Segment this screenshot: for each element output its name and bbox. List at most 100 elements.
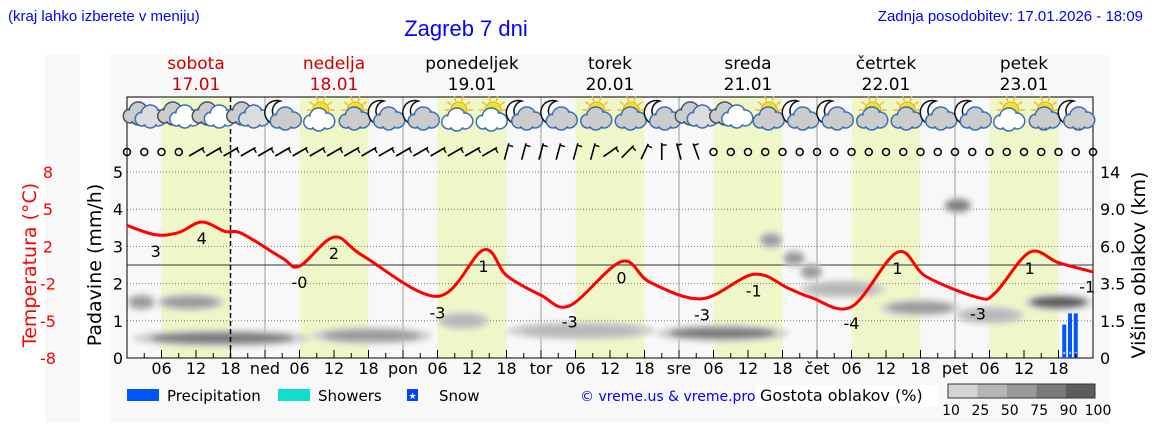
cloud-icon (441, 107, 474, 132)
sun-ray (867, 96, 871, 102)
wind-barb-tick (494, 148, 499, 154)
wind-barb-icon (292, 146, 308, 157)
sun-ray (895, 101, 901, 106)
x-hour-label: 12 (1014, 359, 1034, 378)
density-swatch (1065, 384, 1095, 398)
precipitation-bar (1073, 313, 1078, 358)
moon-cloud-icon (540, 99, 578, 131)
day-name: sobota (167, 54, 225, 74)
wind-calm-icon (933, 147, 942, 157)
sun-ray (357, 96, 361, 102)
sun-ray (633, 96, 637, 102)
snow-star-icon: ★ (408, 392, 416, 402)
temperature-label: -1 (746, 281, 762, 300)
cloud-height-tick: 0 (1100, 349, 1110, 368)
temperature-tick: -2 (40, 275, 56, 294)
density-label: 75 (1030, 403, 1048, 419)
cloud-patch (888, 302, 953, 313)
cloud-height-tick: 3.5 (1100, 275, 1125, 294)
cloud-icon (169, 104, 202, 129)
cloud-fill (144, 115, 156, 127)
cloud-icon (545, 106, 578, 131)
x-hour-label: 18 (358, 359, 378, 378)
moon-cloud-icon (816, 99, 854, 131)
moon-cloud-icon (264, 99, 302, 131)
temperature-label: 1 (478, 257, 488, 276)
wind-barb-icon (602, 146, 618, 158)
location-hint[interactable]: (kraj lahko izberete v meniju) (8, 8, 200, 25)
wind-barb-tick (201, 148, 206, 154)
x-day-label: pet (942, 359, 968, 378)
x-hour-label: 06 (841, 359, 861, 378)
density-label: 50 (1001, 403, 1019, 419)
cloud-fill (866, 117, 878, 129)
wind-calm-icon (830, 147, 839, 157)
moon-cloud-icon (402, 99, 440, 131)
wind-barb-icon (326, 146, 343, 157)
x-hour-label: 18 (1048, 359, 1068, 378)
moon-cloud-icon (781, 99, 820, 131)
sun-ray (879, 101, 885, 106)
sun-ray (500, 101, 506, 106)
temperature-label: -3 (970, 305, 986, 324)
cloud-fill (348, 117, 360, 129)
temperature-label: -3 (430, 303, 446, 322)
sun-ray (1047, 96, 1051, 102)
wind-calm-icon (1002, 147, 1011, 157)
wind-barb-tick (373, 148, 378, 154)
wind-barb-icon (503, 143, 510, 160)
wind-calm-icon (1071, 147, 1080, 157)
wind-calm-icon (1037, 147, 1046, 157)
wind-calm-icon (864, 147, 873, 157)
sun-ray (1005, 96, 1009, 102)
temp-axis-panel (45, 55, 80, 423)
wind-barb-tick (647, 145, 653, 149)
wind-barb-tick (304, 148, 309, 154)
sun-ray (909, 96, 913, 102)
cloud-icon (614, 106, 647, 131)
wind-calm-icon (122, 147, 132, 157)
sun-ray (322, 96, 326, 102)
cloud-fill (590, 117, 602, 129)
cloud-fill (935, 117, 947, 129)
last-updated: Zadnja posodobitev: 17.01.2026 - 18:09 (878, 8, 1143, 25)
cloud-icon (303, 107, 336, 132)
sun-ray (308, 101, 314, 106)
sun-cloud-grey-icon (614, 96, 647, 131)
wind-barb-tick (270, 148, 275, 154)
sun-ray (1033, 101, 1039, 106)
day-name: petek (1000, 54, 1048, 74)
moon-cloud-icon (505, 99, 544, 131)
cloud-fill (659, 117, 671, 129)
wind-calm-icon (950, 147, 960, 157)
temperature-label: 2 (329, 244, 339, 263)
temperature-line (126, 220, 1094, 311)
sun-ray (495, 96, 499, 102)
sun-ray (327, 101, 333, 106)
wind-barb-icon (223, 146, 239, 157)
wind-calm-icon (1088, 147, 1098, 157)
wind-barb-icon (343, 146, 360, 157)
cloud-patch (669, 328, 776, 339)
precipitation-bar (1062, 324, 1067, 358)
cloudy-grey-icon (674, 101, 719, 129)
credit-link[interactable]: © vreme.us & vreme.pro (580, 389, 755, 405)
wind-barb-tick (577, 144, 583, 148)
x-day-label: tor (530, 359, 553, 378)
moon-cloud-icon (367, 99, 406, 131)
cloud-patch (442, 315, 485, 326)
cloud-icon (373, 106, 406, 131)
wind-barb-icon (274, 146, 291, 157)
wind-barb-icon (205, 146, 222, 157)
day-date: 19.01 (448, 75, 497, 95)
precipitation-bar (1068, 313, 1072, 358)
wind-calm-icon (743, 147, 753, 157)
wind-barb-icon (309, 146, 325, 157)
wind-calm-icon (157, 147, 166, 157)
page-title: Zagreb 7 dni (404, 16, 528, 41)
cloud-icon (686, 104, 719, 129)
cloud-fill (731, 115, 743, 127)
wind-barb-icon (589, 143, 596, 160)
cloud-patch (784, 253, 804, 264)
